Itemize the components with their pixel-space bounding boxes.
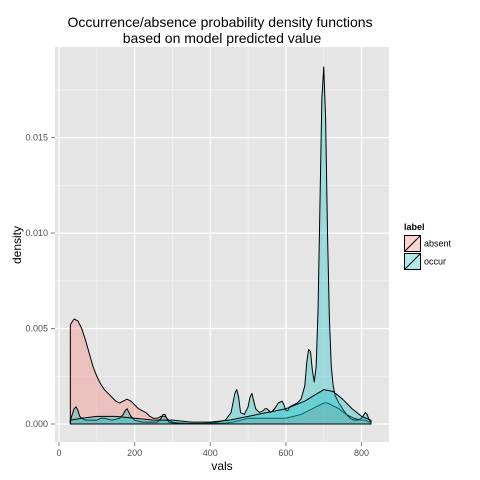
chart-title-line-1: Occurrence/absence probability density f…	[68, 14, 373, 30]
x-tick-label: 400	[203, 448, 218, 458]
chart-title-line-2: based on model predicted value	[123, 30, 322, 46]
y-tick-label: 0.000	[25, 419, 48, 429]
legend-title: label	[404, 222, 425, 232]
legend-swatch-slash	[404, 235, 421, 252]
density-areas	[69, 66, 372, 425]
density-area-occur	[69, 66, 372, 425]
x-tick-label: 600	[278, 448, 293, 458]
y-tick-label: 0.010	[25, 228, 48, 238]
x-tick-label: 0	[56, 448, 61, 458]
y-tick-label: 0.005	[25, 324, 48, 334]
y-axis-title: density	[10, 226, 24, 264]
plot-panel	[55, 47, 389, 442]
x-tick-label: 200	[127, 448, 142, 458]
chart-title: Occurrence/absence probability density f…	[68, 14, 377, 46]
legend-label-occur: occur	[424, 257, 446, 267]
legend: label absent occur	[404, 222, 452, 270]
y-axis-ticks: 0.000 0.005 0.010 0.015	[25, 133, 55, 429]
x-axis-title: vals	[211, 459, 232, 473]
legend-items: absent occur	[404, 235, 452, 270]
legend-item-occur: occur	[404, 253, 446, 270]
x-axis-ticks: 0 200 400 600 800	[56, 442, 369, 458]
density-area-occur-smooth	[69, 389, 372, 425]
legend-label-absent: absent	[424, 239, 452, 249]
x-tick-label: 800	[354, 448, 369, 458]
y-tick-label: 0.015	[25, 133, 48, 143]
legend-swatch-slash	[404, 253, 421, 270]
legend-item-absent: absent	[404, 235, 452, 252]
